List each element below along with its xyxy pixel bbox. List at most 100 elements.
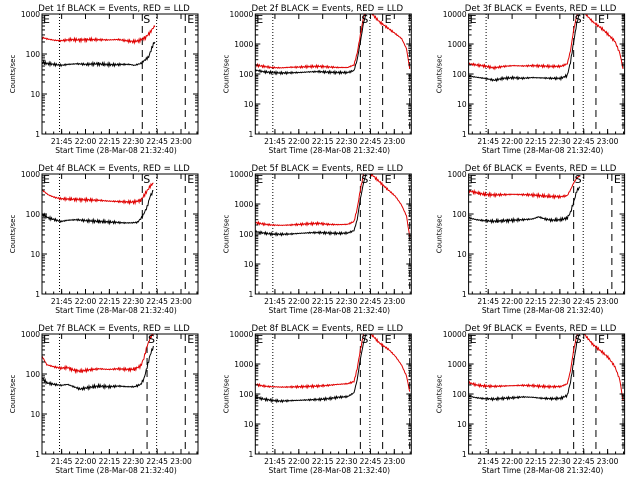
- lld-series-line: [255, 334, 411, 392]
- x-tick-label: 23:00: [170, 457, 192, 466]
- y-tick-label: 1: [249, 450, 254, 459]
- y-tick-label: 1: [35, 450, 40, 459]
- start-marker-label: S: [575, 13, 582, 26]
- end-marker-label: E: [598, 333, 605, 346]
- chart-title: Det 1f BLACK = Events, RED = LLD: [38, 4, 190, 14]
- events-series-line: [42, 41, 156, 69]
- events-series-line: [255, 334, 367, 404]
- y-tick-label: 1: [462, 450, 467, 459]
- plot-frame: [468, 173, 626, 295]
- series-group: [42, 182, 154, 226]
- chart-title: Det 8f BLACK = Events, RED = LLD: [252, 324, 404, 334]
- y-tick-label: 1000: [234, 40, 253, 49]
- x-tick-label: 22:45: [360, 457, 382, 466]
- x-tick-label: 21:45: [51, 137, 73, 146]
- lld-series-line: [255, 174, 411, 237]
- y-tick-label: 1: [35, 130, 40, 139]
- x-tick-label: 21:45: [477, 297, 499, 306]
- y-axis-label: Counts/sec: [436, 215, 444, 254]
- x-tick-label: 22:15: [312, 457, 334, 466]
- y-tick-label: 10000: [229, 170, 253, 179]
- corner-marker-label: E: [43, 13, 50, 26]
- y-tick-label: 100: [452, 210, 467, 219]
- plot-frame: [468, 13, 626, 135]
- chart-title: Det 6f BLACK = Events, RED = LLD: [465, 164, 617, 174]
- x-tick-label: 23:00: [384, 297, 406, 306]
- y-tick-label: 10: [30, 90, 40, 99]
- plot-frame: [254, 13, 412, 135]
- x-tick-label: 23:00: [597, 297, 619, 306]
- chart-title: Det 4f BLACK = Events, RED = LLD: [38, 164, 190, 174]
- end-marker-label: E: [598, 13, 605, 26]
- x-tick-label: 22:00: [75, 137, 97, 146]
- chart-title: Det 7f BLACK = Events, RED = LLD: [38, 324, 190, 334]
- y-tick-label: 10000: [229, 10, 253, 19]
- y-axis-label: Counts/sec: [436, 55, 444, 94]
- y-tick-label: 100: [452, 70, 467, 79]
- chart-title: Det 5f BLACK = Events, RED = LLD: [252, 164, 404, 174]
- y-tick-label: 100: [239, 70, 254, 79]
- y-tick-label: 10: [30, 410, 40, 419]
- start-marker-label: S: [143, 173, 150, 186]
- end-marker-label: E: [187, 173, 194, 186]
- x-tick-label: 23:00: [384, 457, 406, 466]
- y-tick-label: 1000: [21, 170, 40, 179]
- y-tick-label: 1000: [21, 10, 40, 19]
- x-tick-label: 22:15: [312, 137, 334, 146]
- start-marker-label: S: [148, 333, 155, 346]
- x-tick-label: 22:15: [99, 297, 121, 306]
- x-axis-label: Start Time (28-Mar-08 21:32:40): [55, 466, 177, 475]
- x-tick-label: 22:00: [288, 297, 310, 306]
- y-tick-label: 1: [462, 130, 467, 139]
- x-tick-label: 23:00: [170, 297, 192, 306]
- corner-marker-label: E: [470, 173, 477, 186]
- y-tick-label: 1: [249, 290, 254, 299]
- lld-series-line: [42, 182, 154, 206]
- y-tick-label: 100: [26, 210, 41, 219]
- x-tick-label: 22:15: [99, 457, 121, 466]
- y-tick-label: 10000: [443, 10, 467, 19]
- series-group: [468, 14, 624, 83]
- lld-series-line: [468, 334, 624, 401]
- x-axis-label: Start Time (28-Mar-08 21:32:40): [269, 466, 391, 475]
- x-tick-label: 22:45: [573, 457, 595, 466]
- series-group: [255, 174, 411, 237]
- corner-marker-label: E: [470, 13, 477, 26]
- y-tick-label: 10: [30, 250, 40, 259]
- corner-marker-label: E: [43, 173, 50, 186]
- x-tick-label: 22:30: [336, 457, 358, 466]
- events-series-line: [42, 189, 154, 226]
- chart-title: Det 9f BLACK = Events, RED = LLD: [465, 324, 617, 334]
- x-tick-label: 22:00: [501, 457, 523, 466]
- x-tick-label: 22:30: [549, 137, 571, 146]
- y-axis-label: Counts/sec: [9, 375, 17, 414]
- y-tick-label: 100: [239, 390, 254, 399]
- x-axis-label: Start Time (28-Mar-08 21:32:40): [482, 466, 604, 475]
- end-marker-label: E: [187, 333, 194, 346]
- x-tick-label: 22:45: [146, 457, 168, 466]
- x-tick-label: 21:45: [264, 297, 286, 306]
- y-axis-label: Counts/sec: [9, 55, 17, 94]
- lld-series-line: [255, 14, 411, 70]
- plot-frame: [41, 173, 199, 295]
- x-tick-label: 22:30: [336, 297, 358, 306]
- x-tick-label: 22:30: [336, 137, 358, 146]
- y-axis-label: Counts/sec: [436, 375, 444, 414]
- lld-series-line: [468, 175, 581, 200]
- plot-frame: [41, 333, 199, 455]
- x-tick-label: 22:00: [288, 137, 310, 146]
- x-tick-label: 21:45: [264, 457, 286, 466]
- x-axis-label: Start Time (28-Mar-08 21:32:40): [55, 146, 177, 155]
- x-tick-label: 21:45: [51, 297, 73, 306]
- series-group: [255, 14, 411, 76]
- y-tick-label: 1: [35, 290, 40, 299]
- y-axis-label: Counts/sec: [222, 215, 230, 254]
- y-tick-label: 1000: [448, 170, 467, 179]
- lld-series-line: [42, 334, 154, 375]
- y-tick-label: 10: [457, 100, 467, 109]
- end-marker-label: E: [385, 13, 392, 26]
